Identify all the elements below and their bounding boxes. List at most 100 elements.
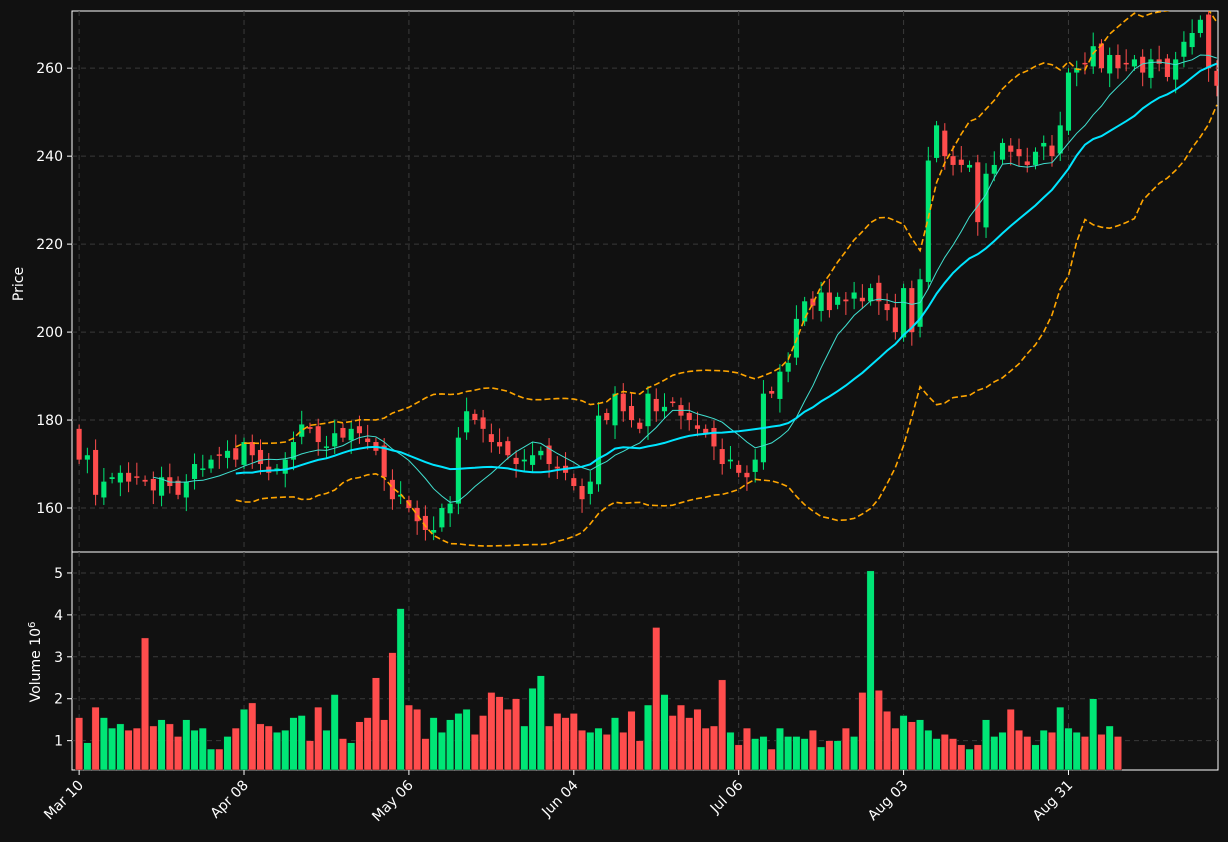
candle-body: [101, 481, 107, 498]
candle-body: [126, 472, 132, 482]
candle-body: [628, 405, 635, 421]
candle-body: [315, 426, 321, 443]
volume-bar: [899, 715, 908, 771]
candle-body: [966, 164, 973, 168]
volume-bar: [569, 713, 578, 771]
candle-body: [843, 299, 849, 302]
candle-body: [1090, 46, 1096, 67]
candle-body: [455, 437, 461, 504]
volume-bar: [883, 711, 892, 771]
volume-bar: [116, 723, 125, 771]
candle-body: [1016, 149, 1022, 157]
candle-body: [134, 476, 140, 478]
volume-bar: [751, 738, 760, 771]
candle-body: [299, 424, 305, 437]
candle-body: [909, 288, 915, 333]
candle-body: [1164, 58, 1170, 77]
volume-bar: [132, 727, 141, 771]
volume-bar: [512, 698, 520, 771]
candle-body: [505, 441, 511, 456]
volume-bar: [141, 637, 149, 771]
candle-body: [752, 459, 758, 472]
candle-body: [1098, 43, 1105, 69]
candle-body: [365, 438, 371, 443]
volume-bar: [965, 748, 974, 771]
volume-bar: [578, 729, 586, 771]
volume-bar: [99, 717, 108, 771]
volume-bar: [413, 709, 422, 771]
candle-body: [1057, 125, 1063, 154]
volume-bar: [322, 729, 331, 771]
volume-bar: [479, 715, 488, 771]
volume-axis-label: Volume 106: [27, 622, 45, 703]
candle-body: [323, 446, 330, 448]
candle-body: [142, 479, 148, 482]
candle-body: [1074, 68, 1080, 73]
price-tick-label: 180: [36, 413, 63, 429]
volume-bar: [924, 729, 933, 771]
volume-bar: [75, 717, 84, 771]
candle-body: [579, 486, 585, 500]
volume-bar: [520, 725, 529, 771]
candle-body: [150, 478, 156, 491]
candle-body: [884, 303, 890, 311]
candle-body: [431, 530, 437, 533]
candle-body: [785, 362, 791, 372]
candle-body: [332, 433, 338, 447]
volume-bar: [297, 715, 306, 771]
volume-bar: [611, 717, 619, 771]
candle-body: [637, 422, 643, 429]
volume-bar: [289, 717, 298, 771]
volume-bar: [462, 709, 471, 771]
volume-bar: [1089, 698, 1098, 771]
candle-body: [1032, 151, 1039, 165]
candle-body: [414, 508, 420, 522]
volume-bar: [215, 748, 224, 771]
volume-bar: [83, 742, 92, 771]
volume-bar: [949, 738, 957, 771]
volume-bar: [1081, 736, 1089, 771]
candle-body: [381, 445, 387, 478]
volume-bar: [149, 725, 158, 771]
volume-bar: [808, 729, 817, 771]
candle-body: [604, 413, 610, 421]
candle-body: [398, 494, 404, 497]
candle-body: [439, 508, 445, 528]
candle-body: [901, 288, 907, 338]
volume-bar: [273, 732, 281, 771]
volume-bar: [108, 727, 117, 771]
volume-bar: [223, 736, 232, 771]
candle-body: [1131, 59, 1137, 67]
candle-body: [76, 428, 82, 460]
volume-bar: [1064, 727, 1073, 771]
candle-body: [934, 125, 940, 158]
candle-body: [851, 292, 857, 299]
candle-body: [530, 455, 536, 465]
volume-bar: [528, 688, 537, 771]
volume-bar: [1114, 736, 1122, 771]
ma-fast-line: [153, 54, 1218, 503]
volume-bar: [660, 694, 669, 771]
volume-tick-label: 3: [54, 650, 63, 666]
volume-bar: [248, 702, 257, 771]
candle-body: [1107, 54, 1113, 74]
volume-bar: [190, 729, 199, 771]
candle-body: [1181, 41, 1187, 57]
candle-body: [802, 301, 808, 322]
candle-body: [241, 442, 247, 465]
volume-bar: [281, 729, 290, 771]
candle-body: [497, 442, 503, 447]
volume-bar: [743, 727, 751, 771]
volume-bar: [940, 734, 949, 771]
volume-bar: [157, 719, 166, 771]
volume-tick-label: 4: [54, 608, 63, 624]
candle-body: [538, 450, 544, 456]
candle-body: [876, 282, 882, 302]
candle-body: [694, 425, 701, 429]
candle-body: [348, 428, 354, 441]
candle-body: [975, 162, 981, 223]
candle-body: [159, 477, 165, 496]
volume-bar: [256, 723, 265, 771]
volume-bar: [825, 740, 834, 771]
